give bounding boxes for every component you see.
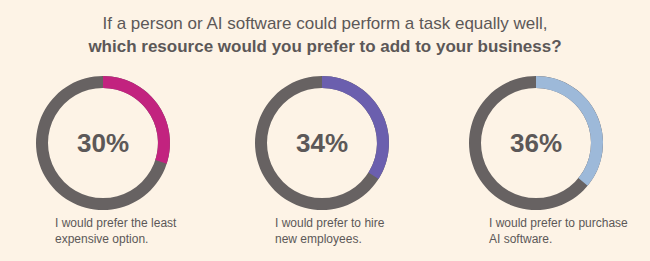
svg-text:I would prefer to purchase: I would prefer to purchase: [489, 216, 631, 230]
svg-text:expensive option.: expensive option.: [55, 232, 148, 246]
svg-text:34%: 34%: [296, 128, 348, 158]
svg-text:If a person or AI software cou: If a person or AI software could perform…: [102, 14, 547, 33]
svg-text:AI software.: AI software.: [489, 232, 552, 246]
svg-text:30%: 30%: [77, 128, 129, 158]
svg-text:I would prefer to hire: I would prefer to hire: [275, 216, 388, 230]
svg-text:I would prefer the least: I would prefer the least: [55, 216, 180, 230]
svg-text:new employees.: new employees.: [275, 232, 362, 246]
svg-text:which resource would you prefe: which resource would you prefer to add t…: [87, 37, 561, 56]
svg-text:36%: 36%: [510, 128, 562, 158]
